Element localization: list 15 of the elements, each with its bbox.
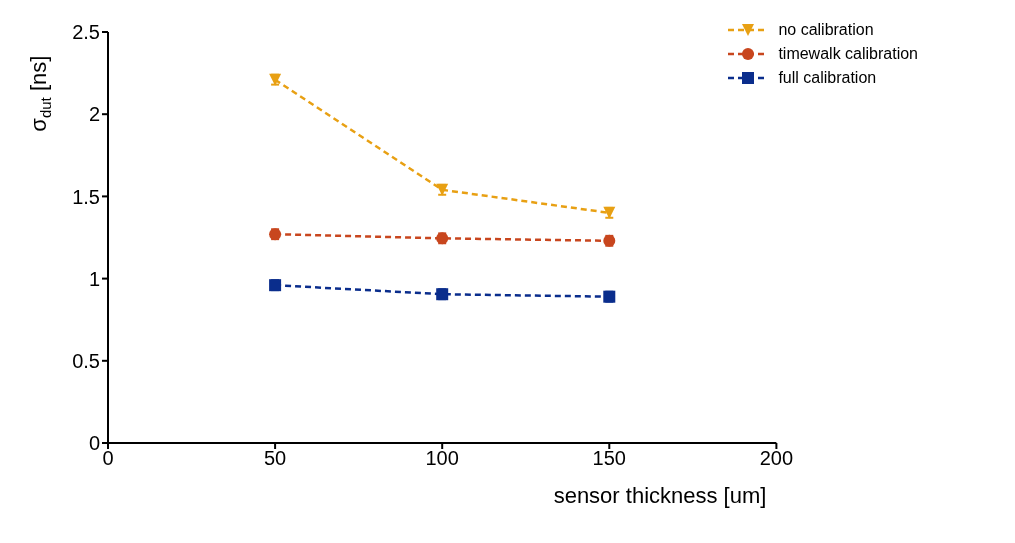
x-axis-title: sensor thickness [um] <box>553 483 767 508</box>
legend-label: timewalk calibration <box>778 45 918 63</box>
y-tick-label: 2.5 <box>72 21 100 44</box>
x-tick-label: 150 <box>592 447 626 470</box>
y-tick-label: 0.5 <box>72 349 100 372</box>
x-tick-label: 100 <box>425 447 459 470</box>
x-tick-label: 50 <box>263 447 287 470</box>
y-tick-label: 2 <box>88 103 100 126</box>
y-tick-label: 0 <box>88 432 100 455</box>
legend-label: no calibration <box>778 21 874 39</box>
y-tick-label: 1 <box>88 267 100 290</box>
x-tick-label: 200 <box>759 447 794 470</box>
y-tick-label: 1.5 <box>72 185 100 208</box>
legend-label: full calibration <box>778 69 877 87</box>
x-tick-label: 0 <box>102 447 114 470</box>
